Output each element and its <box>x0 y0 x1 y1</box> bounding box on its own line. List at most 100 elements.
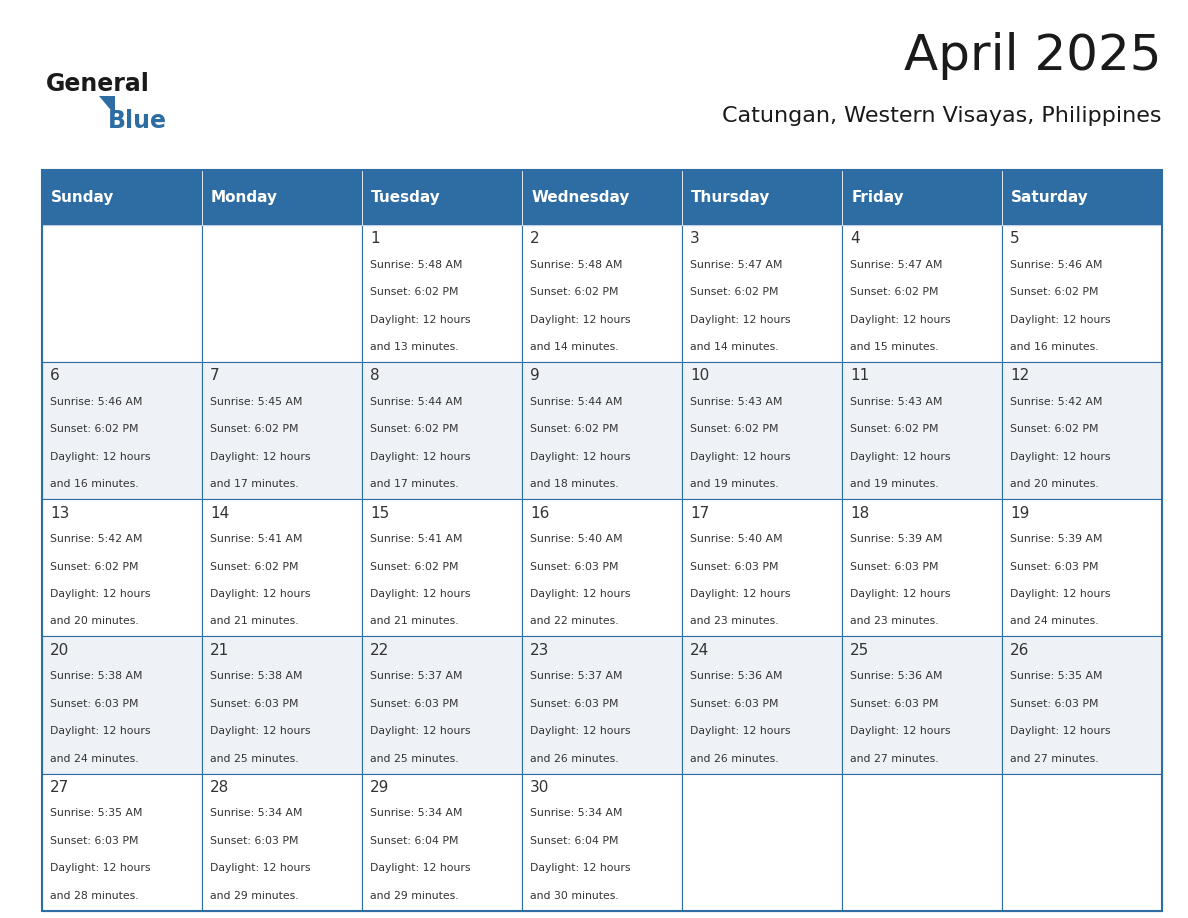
Text: Sunrise: 5:47 AM: Sunrise: 5:47 AM <box>851 260 942 270</box>
Text: Daylight: 12 hours: Daylight: 12 hours <box>530 863 631 873</box>
Text: Sunrise: 5:44 AM: Sunrise: 5:44 AM <box>369 397 462 407</box>
Bar <box>202 774 361 911</box>
Text: and 27 minutes.: and 27 minutes. <box>1010 754 1099 764</box>
Text: and 29 minutes.: and 29 minutes. <box>369 890 459 901</box>
Text: and 26 minutes.: and 26 minutes. <box>530 754 619 764</box>
Text: Sunset: 6:02 PM: Sunset: 6:02 PM <box>50 424 138 434</box>
Text: Sunrise: 5:34 AM: Sunrise: 5:34 AM <box>369 809 462 818</box>
Text: Sunrise: 5:42 AM: Sunrise: 5:42 AM <box>1010 397 1102 407</box>
Text: Saturday: Saturday <box>1011 190 1089 205</box>
Text: 30: 30 <box>530 780 549 795</box>
Text: Sunrise: 5:41 AM: Sunrise: 5:41 AM <box>210 534 303 544</box>
Text: Daylight: 12 hours: Daylight: 12 hours <box>369 863 470 873</box>
Bar <box>42 774 202 911</box>
Text: Daylight: 12 hours: Daylight: 12 hours <box>1010 315 1111 325</box>
Text: Sunset: 6:02 PM: Sunset: 6:02 PM <box>1010 424 1099 434</box>
Text: and 16 minutes.: and 16 minutes. <box>1010 342 1099 353</box>
Text: Thursday: Thursday <box>691 190 771 205</box>
Text: 12: 12 <box>1010 368 1029 384</box>
Text: 2: 2 <box>530 231 539 246</box>
Text: and 17 minutes.: and 17 minutes. <box>369 479 459 489</box>
Text: 9: 9 <box>530 368 539 384</box>
Text: Sunset: 6:04 PM: Sunset: 6:04 PM <box>369 835 459 845</box>
Text: Sunset: 6:03 PM: Sunset: 6:03 PM <box>369 699 459 709</box>
Text: and 16 minutes.: and 16 minutes. <box>50 479 139 489</box>
Text: and 14 minutes.: and 14 minutes. <box>690 342 778 353</box>
Text: Daylight: 12 hours: Daylight: 12 hours <box>210 726 310 736</box>
Text: 8: 8 <box>369 368 380 384</box>
Text: Sunset: 6:02 PM: Sunset: 6:02 PM <box>530 424 619 434</box>
Bar <box>1001 225 1162 362</box>
Text: Daylight: 12 hours: Daylight: 12 hours <box>690 452 790 462</box>
Bar <box>1001 499 1162 636</box>
Text: Sunrise: 5:40 AM: Sunrise: 5:40 AM <box>530 534 623 544</box>
Text: Daylight: 12 hours: Daylight: 12 hours <box>50 863 151 873</box>
Text: Daylight: 12 hours: Daylight: 12 hours <box>690 589 790 599</box>
Text: Daylight: 12 hours: Daylight: 12 hours <box>851 452 950 462</box>
Text: Sunset: 6:02 PM: Sunset: 6:02 PM <box>1010 287 1099 297</box>
Text: 22: 22 <box>369 643 390 658</box>
Text: General: General <box>46 73 150 96</box>
Text: 1: 1 <box>369 231 380 246</box>
Text: Sunset: 6:03 PM: Sunset: 6:03 PM <box>50 835 138 845</box>
Text: Sunrise: 5:35 AM: Sunrise: 5:35 AM <box>50 809 143 818</box>
Text: 19: 19 <box>1010 506 1030 521</box>
Text: Daylight: 12 hours: Daylight: 12 hours <box>210 589 310 599</box>
Bar <box>42 636 202 774</box>
Text: Sunrise: 5:43 AM: Sunrise: 5:43 AM <box>851 397 942 407</box>
Text: Sunset: 6:02 PM: Sunset: 6:02 PM <box>369 424 459 434</box>
Text: 5: 5 <box>1010 231 1019 246</box>
Text: and 28 minutes.: and 28 minutes. <box>50 890 139 901</box>
Text: Sunrise: 5:43 AM: Sunrise: 5:43 AM <box>690 397 783 407</box>
Text: Sunset: 6:03 PM: Sunset: 6:03 PM <box>530 699 619 709</box>
Text: 20: 20 <box>50 643 69 658</box>
Text: Daylight: 12 hours: Daylight: 12 hours <box>50 589 151 599</box>
Text: 4: 4 <box>851 231 860 246</box>
Text: and 22 minutes.: and 22 minutes. <box>530 616 619 626</box>
Bar <box>522 499 682 636</box>
Bar <box>42 499 202 636</box>
Bar <box>682 225 842 362</box>
Text: Daylight: 12 hours: Daylight: 12 hours <box>50 452 151 462</box>
Bar <box>842 636 1001 774</box>
Text: Sunday: Sunday <box>51 190 114 205</box>
Text: Daylight: 12 hours: Daylight: 12 hours <box>1010 452 1111 462</box>
Bar <box>1001 636 1162 774</box>
Text: Sunset: 6:03 PM: Sunset: 6:03 PM <box>851 699 939 709</box>
Bar <box>202 636 361 774</box>
Text: Sunrise: 5:39 AM: Sunrise: 5:39 AM <box>1010 534 1102 544</box>
Text: Sunrise: 5:48 AM: Sunrise: 5:48 AM <box>369 260 462 270</box>
Bar <box>42 225 202 362</box>
Bar <box>522 225 682 362</box>
Text: Sunset: 6:03 PM: Sunset: 6:03 PM <box>530 562 619 572</box>
Text: 24: 24 <box>690 643 709 658</box>
Bar <box>842 170 1001 225</box>
Text: Sunrise: 5:35 AM: Sunrise: 5:35 AM <box>1010 671 1102 681</box>
Text: Sunrise: 5:34 AM: Sunrise: 5:34 AM <box>530 809 623 818</box>
Bar <box>361 225 522 362</box>
Text: Sunrise: 5:48 AM: Sunrise: 5:48 AM <box>530 260 623 270</box>
Text: Sunset: 6:02 PM: Sunset: 6:02 PM <box>369 287 459 297</box>
Bar <box>682 170 842 225</box>
Bar <box>682 499 842 636</box>
Text: Sunrise: 5:47 AM: Sunrise: 5:47 AM <box>690 260 783 270</box>
Bar <box>42 362 202 499</box>
Text: 11: 11 <box>851 368 870 384</box>
Bar <box>1001 774 1162 911</box>
Bar <box>522 362 682 499</box>
Text: 10: 10 <box>690 368 709 384</box>
Text: and 19 minutes.: and 19 minutes. <box>851 479 939 489</box>
Text: 7: 7 <box>210 368 220 384</box>
Text: Wednesday: Wednesday <box>531 190 630 205</box>
Text: 17: 17 <box>690 506 709 521</box>
Text: Daylight: 12 hours: Daylight: 12 hours <box>369 726 470 736</box>
Bar <box>1001 362 1162 499</box>
Text: and 26 minutes.: and 26 minutes. <box>690 754 778 764</box>
Text: 13: 13 <box>50 506 69 521</box>
Text: 28: 28 <box>210 780 229 795</box>
Text: April 2025: April 2025 <box>904 32 1162 80</box>
Text: Daylight: 12 hours: Daylight: 12 hours <box>1010 589 1111 599</box>
Text: Sunrise: 5:39 AM: Sunrise: 5:39 AM <box>851 534 942 544</box>
Bar <box>842 225 1001 362</box>
Text: Daylight: 12 hours: Daylight: 12 hours <box>530 726 631 736</box>
